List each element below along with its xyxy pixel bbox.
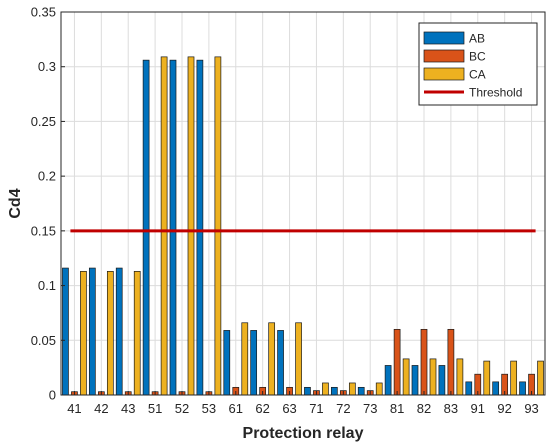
legend-label-ca: CA bbox=[469, 68, 486, 82]
bar-ab-52 bbox=[169, 59, 177, 396]
bar-ab-42 bbox=[88, 267, 96, 396]
bar-ca-93 bbox=[537, 360, 544, 396]
bars bbox=[62, 56, 544, 396]
y-tick-label: 0.3 bbox=[38, 59, 56, 74]
bar-ab-82 bbox=[411, 365, 419, 396]
legend: AB BC CA Threshold bbox=[418, 22, 538, 106]
legend-swatch-ab bbox=[423, 31, 465, 45]
bar-ab-83 bbox=[438, 365, 446, 396]
bar-ca-81 bbox=[402, 358, 410, 396]
bar-ca-91 bbox=[483, 360, 491, 396]
bar-bc-82 bbox=[420, 328, 428, 396]
bar-ca-43 bbox=[133, 270, 141, 396]
y-axis-ticks: 0 0.05 0.1 0.15 0.2 0.25 0.3 0.35 bbox=[31, 5, 65, 403]
bar-ca-51 bbox=[160, 56, 168, 396]
bar-ca-71 bbox=[322, 382, 329, 396]
bar-ca-61 bbox=[241, 322, 249, 396]
bar-ab-41 bbox=[62, 267, 69, 396]
x-tick-label: 71 bbox=[309, 401, 323, 416]
x-tick-label: 93 bbox=[524, 401, 538, 416]
x-tick-label: 41 bbox=[67, 401, 81, 416]
legend-swatch-ca bbox=[423, 67, 465, 81]
y-tick-label: 0.15 bbox=[31, 223, 56, 238]
x-tick-label: 82 bbox=[417, 401, 431, 416]
y-axis-title: Cd4 bbox=[7, 188, 24, 218]
bar-ab-63 bbox=[277, 330, 284, 396]
bar-ab-81 bbox=[384, 365, 392, 396]
bar-ab-93 bbox=[519, 381, 526, 396]
bar-ab-53 bbox=[196, 59, 204, 396]
x-tick-label: 51 bbox=[148, 401, 162, 416]
x-tick-label: 63 bbox=[282, 401, 296, 416]
bar-ab-51 bbox=[142, 59, 150, 396]
bar-ab-43 bbox=[115, 267, 123, 396]
bar-ca-52 bbox=[187, 56, 195, 396]
legend-label-ab: AB bbox=[469, 32, 485, 46]
y-tick-label: 0.25 bbox=[31, 114, 56, 129]
plot-frame bbox=[60, 11, 546, 396]
x-axis-title: Protection relay bbox=[243, 425, 364, 442]
bar-ab-73 bbox=[357, 386, 365, 396]
x-tick-label: 61 bbox=[229, 401, 243, 416]
y-tick-label: 0 bbox=[49, 388, 56, 403]
x-tick-label: 52 bbox=[175, 401, 189, 416]
bar-ab-71 bbox=[304, 386, 311, 396]
bar-ab-61 bbox=[223, 330, 231, 396]
bar-ab-91 bbox=[465, 381, 473, 396]
legend-label-threshold: Threshold bbox=[469, 86, 522, 100]
bar-ca-82 bbox=[429, 358, 437, 396]
x-tick-label: 73 bbox=[363, 401, 377, 416]
x-tick-label: 42 bbox=[94, 401, 108, 416]
bar-ca-63 bbox=[295, 322, 302, 396]
x-tick-label: 72 bbox=[336, 401, 350, 416]
bar-ca-41 bbox=[80, 270, 87, 396]
legend-label-bc: BC bbox=[469, 50, 486, 64]
x-axis-ticks: 41 42 43 51 52 53 61 62 63 71 72 73 81 82 83 91 92 93 bbox=[67, 391, 539, 416]
bar-bc-83 bbox=[447, 328, 455, 396]
bar-bc-81 bbox=[393, 328, 401, 396]
bar-ca-73 bbox=[375, 382, 383, 396]
bar-ca-53 bbox=[214, 56, 222, 396]
x-tick-label: 92 bbox=[497, 401, 511, 416]
x-tick-label: 83 bbox=[444, 401, 458, 416]
y-tick-label: 0.05 bbox=[31, 333, 56, 348]
bar-ca-83 bbox=[456, 358, 464, 396]
y-tick-label: 0.1 bbox=[38, 278, 56, 293]
x-tick-label: 81 bbox=[390, 401, 404, 416]
y-tick-label: 0.2 bbox=[38, 169, 56, 184]
bar-ca-92 bbox=[510, 360, 518, 396]
x-tick-label: 91 bbox=[471, 401, 485, 416]
bar-ab-72 bbox=[330, 386, 338, 396]
bar-ab-62 bbox=[250, 330, 258, 396]
x-tick-label: 43 bbox=[121, 401, 135, 416]
x-tick-label: 53 bbox=[202, 401, 216, 416]
bar-ca-42 bbox=[106, 270, 114, 396]
bar-ca-62 bbox=[268, 322, 276, 396]
legend-swatch-bc bbox=[423, 49, 465, 63]
y-tick-label: 0.35 bbox=[31, 5, 56, 20]
bar-ca-72 bbox=[348, 382, 356, 396]
x-tick-label: 62 bbox=[255, 401, 269, 416]
bar-ab-92 bbox=[492, 381, 500, 396]
